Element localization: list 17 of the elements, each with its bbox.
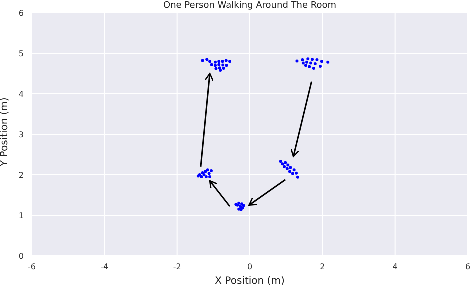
y-tick-label: 1 bbox=[18, 211, 24, 220]
x-axis-title: X Position (m) bbox=[215, 276, 285, 287]
chart-title: One Person Walking Around The Room bbox=[162, 0, 338, 12]
x-tick-label: 6 bbox=[465, 262, 471, 272]
x-tick-label: -2 bbox=[173, 262, 182, 272]
y-tick-label: 3 bbox=[18, 130, 24, 140]
x-tick-label: 4 bbox=[392, 262, 398, 272]
y-tick-label: 6 bbox=[18, 8, 24, 18]
y-tick-label: 5 bbox=[18, 49, 24, 58]
x-tick-label: -4 bbox=[100, 262, 109, 272]
x-tick-label: 0 bbox=[247, 262, 253, 272]
y-tick-label: 2 bbox=[18, 170, 24, 180]
x-tick-label: 2 bbox=[320, 262, 326, 272]
y-axis-title: Y Position (m) bbox=[0, 97, 11, 168]
y-tick-label: 0 bbox=[18, 252, 24, 261]
x-tick-label: -6 bbox=[28, 262, 36, 272]
y-tick-label: 4 bbox=[18, 90, 24, 99]
